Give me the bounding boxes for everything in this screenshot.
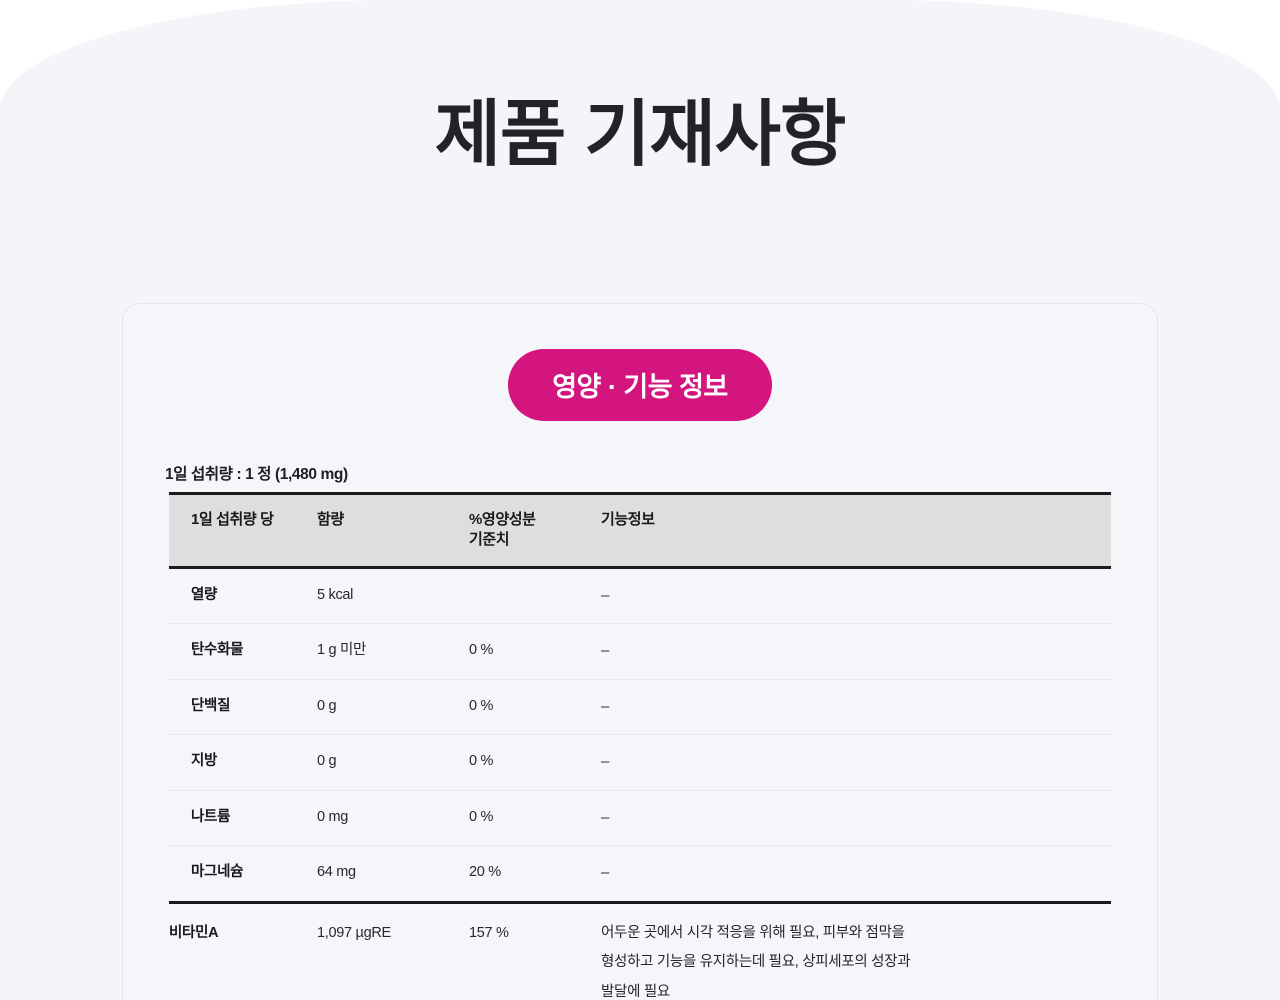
cell-nutrient-name: 단백질 (169, 679, 317, 735)
cell-percent: 0 % (469, 790, 601, 846)
cell-amount: 1 g 미만 (317, 623, 469, 680)
table-row: 탄수화물 1 g 미만 0 % – (169, 623, 1111, 680)
function-info-line: 어두운 곳에서 시각 적응을 위해 필요, 피부와 점막을 (601, 924, 905, 941)
cell-amount: 0 g (317, 679, 469, 735)
function-info-line: 형성하고 기능을 유지하는데 필요, 상피세포의 성장과 (601, 954, 911, 971)
nutrition-table-header: 1일 섭취량 당 함량 %영양성분 기준치 기능정보 (169, 492, 1111, 569)
cell-function-info: – (601, 567, 1111, 624)
cell-function-info: – (601, 734, 1111, 791)
col-header-function: 기능정보 (601, 492, 1111, 569)
col-header-percent-line1: %영양성분 (469, 511, 536, 528)
section-badge-container: 영양 · 기능 정보 (123, 349, 1157, 421)
cell-nutrient-name: 지방 (169, 734, 317, 791)
function-info-line: – (601, 864, 610, 881)
cell-function-info: – (601, 845, 1111, 904)
col-header-serving: 1일 섭취량 당 (169, 492, 317, 569)
table-row: 나트륨 0 mg 0 % – (169, 790, 1111, 846)
col-header-percent-line2: 기준치 (469, 531, 510, 549)
table-row: 열량 5 kcal – (169, 567, 1111, 624)
function-info-line: – (601, 642, 610, 659)
cell-percent: 0 % (469, 679, 601, 735)
table-row: 마그네슘 64 mg 20 % – (169, 845, 1111, 904)
cell-percent: 20 % (469, 845, 601, 904)
page-title: 제품 기재사항 (434, 95, 846, 175)
cell-amount: 1,097 µgRE (317, 902, 469, 1000)
cell-amount: 64 mg (317, 845, 469, 904)
cell-percent: 0 % (469, 623, 601, 680)
cell-nutrient-name: 탄수화물 (169, 623, 317, 680)
cell-percent (469, 567, 601, 624)
function-info-line: – (601, 697, 610, 715)
cell-amount: 0 g (317, 734, 469, 791)
col-header-percent: %영양성분 기준치 (469, 492, 601, 569)
function-info-line: 발달에 필요 (601, 983, 670, 1000)
nutrition-table: 1일 섭취량 당 함량 %영양성분 기준치 기능정보 열량 5 kcal – 탄수화물… (169, 492, 1111, 1000)
nutrition-function-badge: 영양 · 기능 정보 (508, 349, 772, 421)
cell-percent: 0 % (469, 734, 601, 791)
table-header-row: 1일 섭취량 당 함량 %영양성분 기준치 기능정보 (169, 492, 1111, 569)
cell-function-info: – (601, 623, 1111, 680)
cell-function-info: – (601, 679, 1111, 735)
cell-percent: 157 % (469, 902, 601, 1000)
cell-nutrient-name: 비타민A (169, 902, 317, 1000)
cell-nutrient-name: 마그네슘 (169, 845, 317, 904)
cell-nutrient-name: 나트륨 (169, 790, 317, 846)
table-row: 비타민A 1,097 µgRE 157 % 어두운 곳에서 시각 적응을 위해 필요,… (169, 902, 1111, 1000)
function-info-line: – (601, 586, 610, 604)
serving-size-label: 1일 섭취량 : 1 정 (1,480 mg) (165, 466, 348, 483)
cell-amount: 0 mg (317, 790, 469, 846)
col-header-amount: 함량 (317, 492, 469, 569)
cell-amount: 5 kcal (317, 567, 469, 624)
nutrition-info-card: 영양 · 기능 정보 1일 섭취량 : 1 정 (1,480 mg) 1일 섭취… (122, 303, 1158, 1000)
function-info-line: – (601, 753, 610, 770)
function-info-line: – (601, 808, 610, 826)
cell-function-info: – (601, 790, 1111, 846)
cell-nutrient-name: 열량 (169, 567, 317, 624)
